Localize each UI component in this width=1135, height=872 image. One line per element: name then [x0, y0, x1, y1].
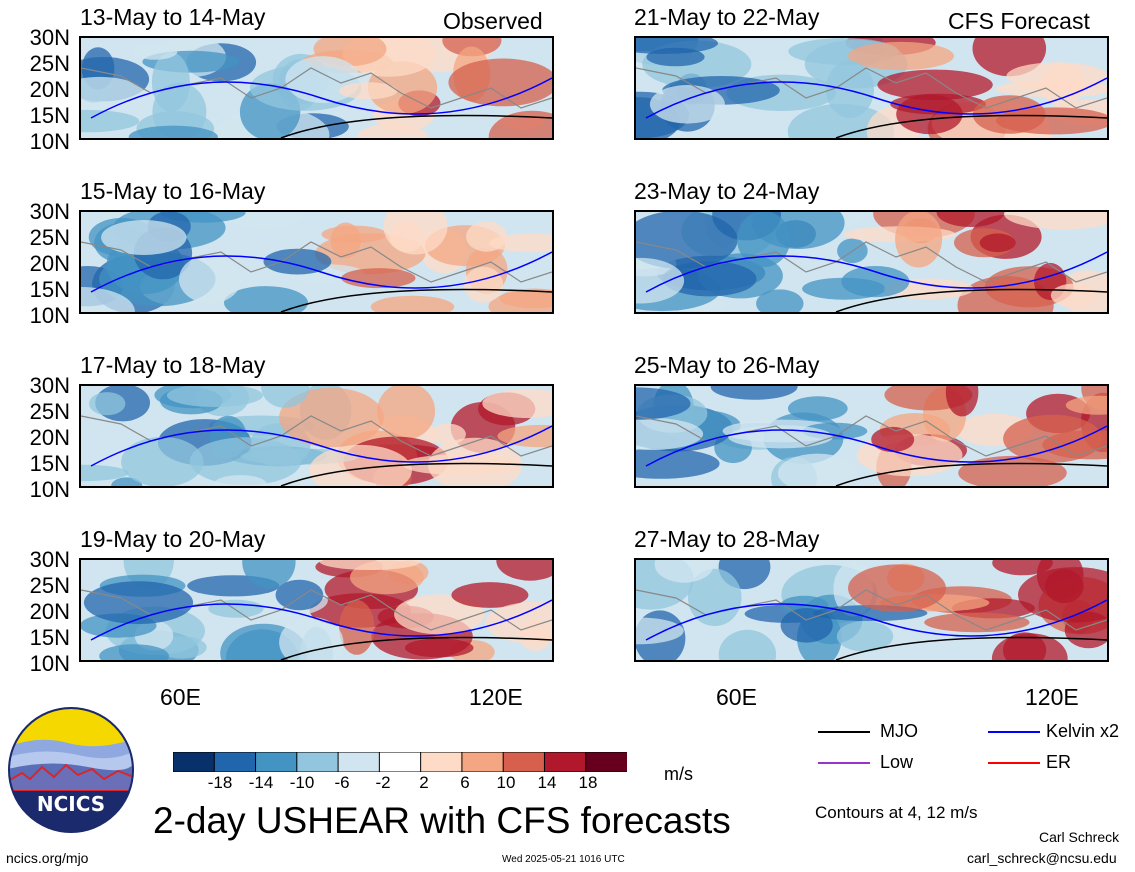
footer-email: carl_schreck@ncsu.edu	[967, 850, 1117, 866]
legend-label-er: ER	[1046, 752, 1072, 772]
lat-tick-label: 20N	[29, 251, 70, 276]
low-legend-line	[818, 762, 870, 764]
lat-tick-label: 15N	[29, 451, 70, 476]
lat-tick-label: 10N	[29, 303, 70, 328]
lat-tick-label: 25N	[29, 51, 70, 76]
logo-text: NCICS	[37, 792, 105, 816]
legend-label-kelvin: Kelvin x2	[1046, 721, 1120, 741]
lat-tick-label: 25N	[29, 399, 70, 424]
lon-tick-label: 120E	[469, 684, 523, 710]
lat-tick-label: 25N	[29, 225, 70, 250]
colorbar-swatch	[461, 751, 505, 773]
lat-tick-label: 20N	[29, 599, 70, 624]
cfs-forecast-label: CFS Forecast	[948, 8, 1090, 34]
colorbar-unit: m/s	[664, 764, 693, 784]
kelvin-legend-line	[988, 731, 1040, 733]
contour-legend: MJO Kelvin x2 Low ER	[818, 722, 1128, 782]
colorbar-tick-label: 2	[419, 773, 429, 792]
lat-tick-label: 30N	[29, 25, 70, 50]
map-panel-observed-2	[79, 210, 554, 314]
map-panel-observed-4	[79, 558, 554, 662]
colorbar-swatch	[296, 751, 340, 773]
lat-tick-label: 30N	[29, 547, 70, 572]
colorbar-swatch	[337, 751, 381, 773]
lat-tick-label: 25N	[29, 573, 70, 598]
er-legend-line	[988, 762, 1040, 764]
map-panel-forecast-1	[634, 36, 1109, 140]
lat-tick-label: 20N	[29, 425, 70, 450]
lat-tick-label: 15N	[29, 277, 70, 302]
lon-tick-label: 120E	[1025, 684, 1079, 710]
colorbar-tick-label: -6	[334, 773, 350, 792]
colorbar-swatch	[585, 751, 629, 773]
colorbar-swatch	[255, 751, 298, 773]
colorbar-swatch	[543, 751, 587, 773]
footer-timestamp: Wed 2025-05-21 1016 UTC	[502, 854, 625, 865]
ncics-logo: NCICS	[8, 707, 134, 833]
map-panel-forecast-3	[634, 384, 1109, 488]
panel-title: 15-May to 16-May	[80, 178, 266, 204]
lon-tick-label: 60E	[716, 684, 757, 710]
lat-tick-label: 30N	[29, 373, 70, 398]
panel-title: 13-May to 14-May	[80, 4, 266, 30]
lat-tick-label: 20N	[29, 77, 70, 102]
panel-title: 25-May to 26-May	[634, 352, 820, 378]
colorbar-tick-label: -10	[289, 773, 315, 792]
lat-tick-label: 15N	[29, 625, 70, 650]
lat-tick-label: 10N	[29, 477, 70, 502]
lat-tick-label: 10N	[29, 129, 70, 154]
legend-label-low: Low	[880, 752, 914, 772]
colorbar-tick-label: 18	[578, 773, 598, 792]
contour-note: Contours at 4, 12 m/s	[815, 803, 978, 822]
lat-tick-label: 10N	[29, 651, 70, 676]
footer-author: Carl Schreck	[1039, 829, 1120, 845]
panel-title: 17-May to 18-May	[80, 352, 266, 378]
colorbar-tick-label: 6	[460, 773, 470, 792]
mjo-legend-line	[818, 731, 870, 733]
map-panel-forecast-2	[634, 210, 1109, 314]
observed-label: Observed	[443, 8, 543, 34]
panel-title: 21-May to 22-May	[634, 4, 820, 30]
legend-label-mjo: MJO	[880, 721, 918, 741]
colorbar-swatch	[172, 751, 216, 773]
colorbar-swatch	[378, 751, 422, 773]
map-panel-observed-1	[79, 36, 554, 140]
colorbar-tick-label: -2	[375, 773, 391, 792]
panel-title: 27-May to 28-May	[634, 526, 820, 552]
lat-tick-label: 30N	[29, 199, 70, 224]
footer-url: ncics.org/mjo	[6, 850, 89, 866]
map-panel-forecast-4	[634, 558, 1109, 662]
colorbar	[172, 751, 629, 773]
main-title: 2-day USHEAR with CFS forecasts	[153, 800, 731, 841]
colorbar-tick-label: 10	[496, 773, 516, 792]
panel-title: 19-May to 20-May	[80, 526, 266, 552]
panel-title: 23-May to 24-May	[634, 178, 820, 204]
colorbar-tick-label: -18	[207, 773, 233, 792]
colorbar-tick-label: -14	[248, 773, 274, 792]
colorbar-swatch	[502, 751, 546, 773]
colorbar-swatch	[420, 751, 463, 773]
lat-tick-label: 15N	[29, 103, 70, 128]
colorbar-tick-label: 14	[537, 773, 557, 792]
lon-tick-label: 60E	[160, 684, 201, 710]
map-panel-observed-3	[79, 384, 554, 488]
colorbar-swatch	[213, 751, 257, 773]
